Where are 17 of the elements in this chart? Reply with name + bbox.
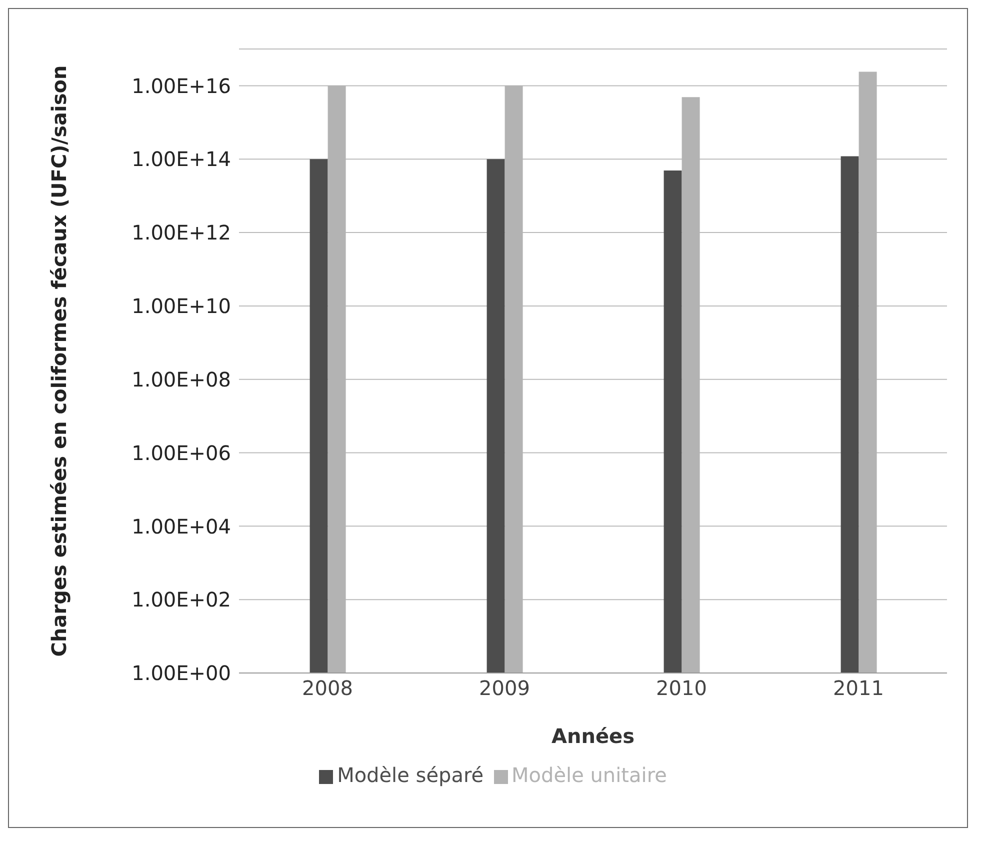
- x-tick-label: 2010: [656, 676, 707, 700]
- y-tick-label: 1.00E+12: [132, 220, 231, 245]
- x-tick-label: 2011: [833, 676, 884, 700]
- y-tick-label: 1.00E+14: [132, 147, 231, 172]
- y-axis-title: Charges estimées en coliformes fécaux (UFC)/saison: [47, 65, 72, 657]
- x-axis-title: Années: [552, 724, 634, 748]
- y-tick-label: 1.00E+06: [132, 440, 231, 465]
- x-tick-label: 2008: [302, 676, 353, 700]
- y-tick-label: 1.00E+00: [132, 661, 231, 686]
- y-tick-label: 1.00E+10: [132, 294, 231, 318]
- x-tick-label: 2009: [479, 676, 530, 700]
- legend-label: Modèle séparé: [337, 763, 484, 787]
- y-tick-label: 1.00E+08: [132, 367, 231, 392]
- y-tick-label: 1.00E+04: [132, 514, 231, 538]
- y-tick-label: 1.00E+02: [132, 588, 231, 612]
- legend-label: Modèle unitaire: [512, 763, 667, 787]
- y-tick-label: 1.00E+16: [132, 74, 231, 98]
